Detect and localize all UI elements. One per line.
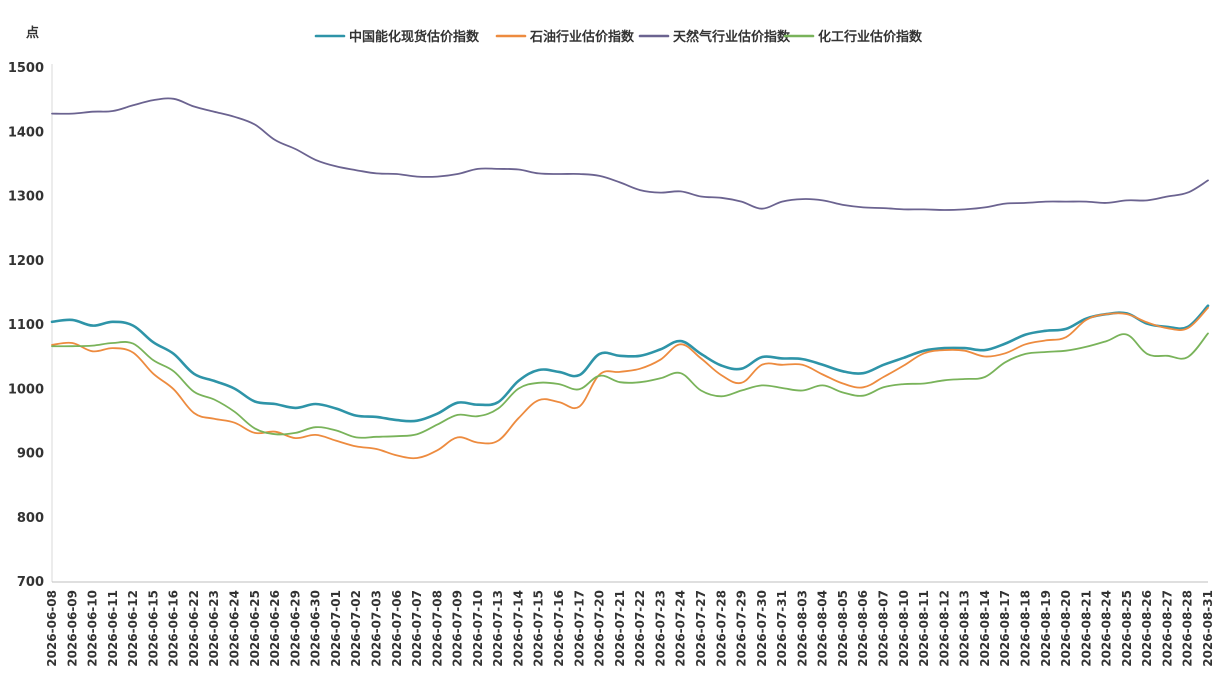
series-line-3 xyxy=(51,332,1209,439)
x-tick-label: 2026-08-10 xyxy=(897,590,911,667)
x-tick-label: 2026-06-12 xyxy=(126,590,140,667)
x-tick-label: 2026-08-25 xyxy=(1120,590,1134,667)
x-tick-label: 2026-06-09 xyxy=(65,590,79,667)
x-tick-label: 2026-07-23 xyxy=(653,590,667,667)
x-tick-label: 2026-07-22 xyxy=(633,590,647,667)
x-tick-label: 2026-07-15 xyxy=(532,590,546,667)
x-tick-label: 2026-08-12 xyxy=(937,590,951,667)
x-tick-label: 2026-07-01 xyxy=(329,590,343,667)
legend-label-0: 中国能化现货估价指数 xyxy=(349,29,480,45)
legend: 中国能化现货估价指数 石油行业估价指数 天然气行业估价指数 化工行业估价指数 xyxy=(314,29,923,45)
x-tick-label: 2026-07-08 xyxy=(430,590,444,667)
y-tick-label: 1100 xyxy=(8,318,44,333)
x-tick-label: 2026-08-20 xyxy=(1059,590,1073,667)
y-tick-label: 1300 xyxy=(8,190,44,205)
x-tick-label: 2026-08-21 xyxy=(1079,590,1093,667)
y-tick-label: 1000 xyxy=(8,382,44,397)
x-tick-label: 2026-07-10 xyxy=(471,590,485,667)
x-tick-label: 2026-08-24 xyxy=(1100,590,1114,667)
x-tick-label: 2026-06-23 xyxy=(207,590,221,667)
x-tick-label: 2026-07-28 xyxy=(714,590,728,667)
x-tick-label: 2026-07-06 xyxy=(390,590,404,667)
y-tick-label: 1400 xyxy=(8,125,44,140)
x-tick-label: 2026-08-11 xyxy=(917,590,931,667)
x-tick-label: 2026-07-30 xyxy=(755,590,769,667)
x-tick-label: 2026-07-13 xyxy=(491,590,505,667)
y-tick-label: 900 xyxy=(17,447,44,462)
x-tick-label: 2026-06-25 xyxy=(248,590,262,667)
x-tick-label: 2026-07-24 xyxy=(674,590,688,667)
x-tick-label: 2026-06-11 xyxy=(106,590,120,667)
x-tick-label: 2026-08-06 xyxy=(856,590,870,667)
x-tick-label: 2026-07-07 xyxy=(410,590,424,667)
x-tick-label: 2026-07-17 xyxy=(572,590,586,667)
x-tick-label: 2026-08-26 xyxy=(1140,590,1154,667)
x-tick-label: 2026-06-16 xyxy=(167,590,181,667)
x-tick-label: 2026-07-29 xyxy=(735,590,749,667)
x-tick-label: 2026-06-29 xyxy=(288,590,302,667)
x-tick-label: 2026-06-15 xyxy=(146,590,160,667)
legend-label-1: 石油行业估价指数 xyxy=(529,29,635,45)
x-tick-label: 2026-08-05 xyxy=(836,590,850,667)
x-axis: 2026-06-08 2026-06-09 2026-06-10 2026-06-11… xyxy=(45,590,1215,667)
x-tick-label: 2026-08-14 xyxy=(978,590,992,667)
x-tick-label: 2026-08-18 xyxy=(1018,590,1032,667)
x-tick-label: 2026-06-08 xyxy=(45,590,59,667)
x-tick-label: 2026-07-14 xyxy=(511,590,525,667)
x-tick-label: 2026-07-09 xyxy=(451,590,465,667)
legend-label-3: 化工行业估价指数 xyxy=(818,29,923,45)
x-tick-label: 2026-07-31 xyxy=(775,590,789,667)
x-tick-label: 2026-08-17 xyxy=(998,590,1012,667)
x-tick-label: 2026-08-13 xyxy=(958,590,972,667)
series-lines xyxy=(50,97,1210,460)
x-tick-label: 2026-07-27 xyxy=(694,590,708,667)
x-tick-label: 2026-07-16 xyxy=(552,590,566,667)
x-tick-label: 2026-06-24 xyxy=(228,590,242,667)
x-tick-label: 2026-07-02 xyxy=(349,590,363,667)
legend-label-2: 天然气行业估价指数 xyxy=(673,29,791,45)
y-axis: 700 800 900 1000 1100 1200 1300 1400 1500 xyxy=(8,61,44,590)
x-tick-label: 2026-06-26 xyxy=(268,590,282,667)
y-tick-label: 700 xyxy=(17,575,44,590)
x-tick-label: 2026-08-27 xyxy=(1160,590,1174,667)
y-tick-label: 800 xyxy=(17,511,44,526)
x-tick-label: 2026-06-30 xyxy=(309,590,323,667)
x-tick-label: 2026-07-20 xyxy=(593,590,607,667)
x-tick-label: 2026-08-31 xyxy=(1201,590,1215,667)
axis-lines xyxy=(51,64,1208,583)
x-tick-label: 2026-06-22 xyxy=(187,590,201,667)
series-line-2 xyxy=(51,97,1209,211)
x-tick-label: 2026-08-04 xyxy=(816,590,830,667)
series-line-1 xyxy=(51,306,1209,460)
x-tick-label: 2026-08-28 xyxy=(1181,590,1195,667)
series-line-0 xyxy=(50,304,1210,423)
y-tick-label: 1500 xyxy=(8,61,44,76)
x-tick-label: 2026-06-10 xyxy=(86,590,100,667)
x-tick-label: 2026-07-03 xyxy=(369,590,383,667)
x-tick-label: 2026-07-21 xyxy=(613,590,627,667)
x-tick-label: 2026-08-03 xyxy=(795,590,809,667)
x-tick-label: 2026-08-07 xyxy=(877,590,891,667)
y-axis-unit-label: 点 xyxy=(26,25,39,41)
y-tick-label: 1200 xyxy=(8,254,44,269)
x-tick-label: 2026-08-19 xyxy=(1039,590,1053,667)
